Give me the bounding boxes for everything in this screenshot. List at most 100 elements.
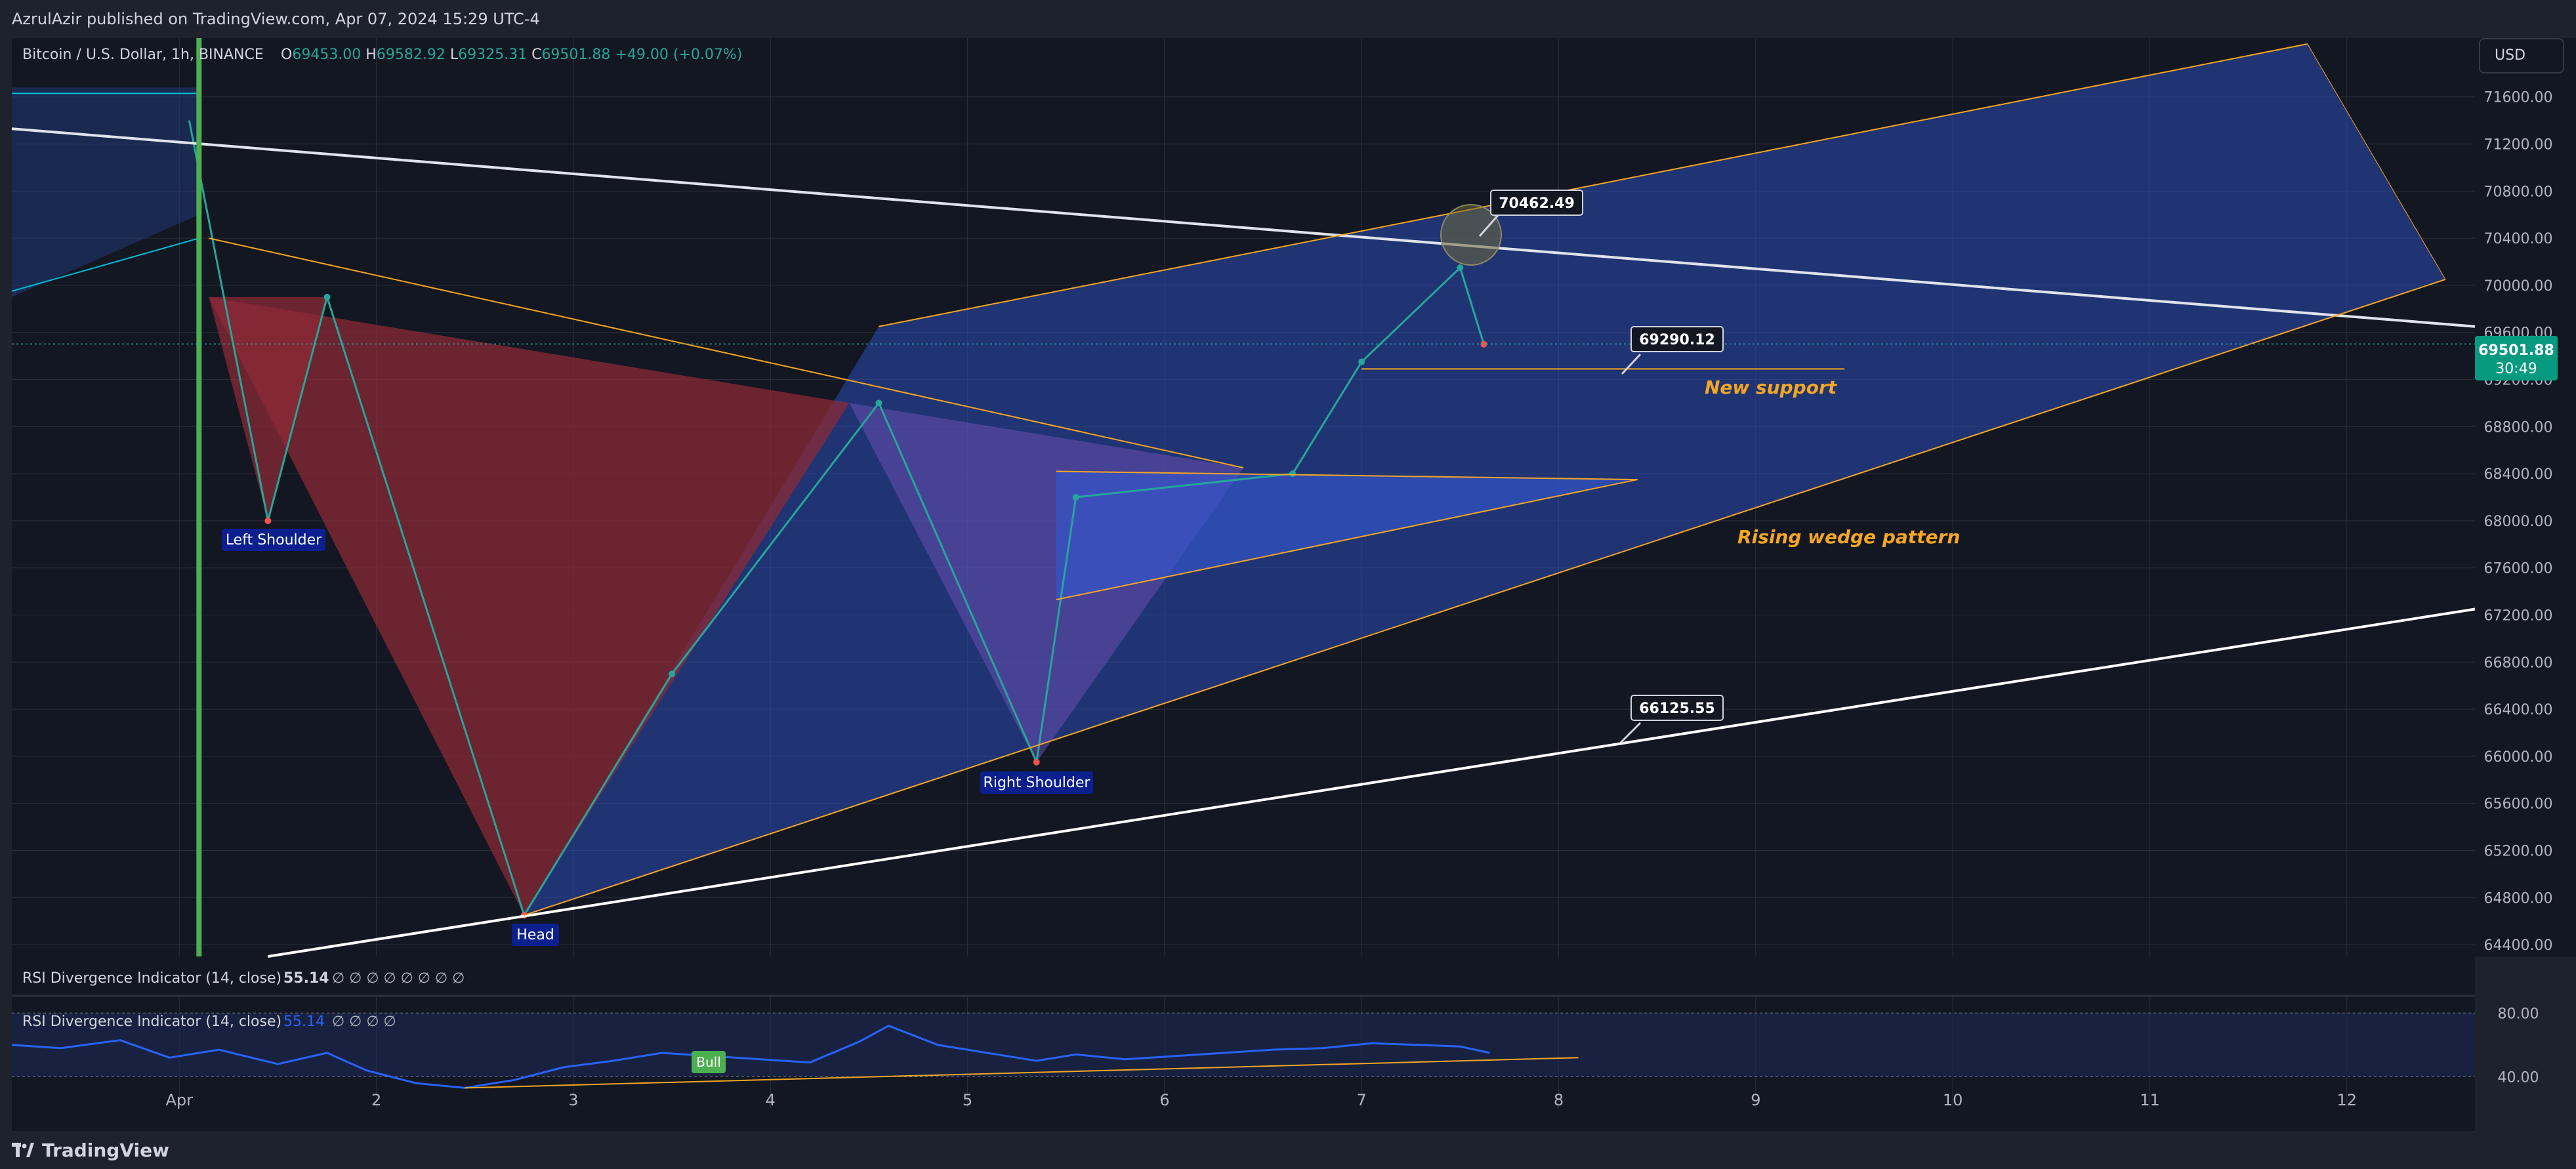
- brand-name: TradingView: [42, 1139, 169, 1161]
- y-tick-label: 70400.00: [2484, 231, 2553, 247]
- ohlc-part: 69501.88: [541, 47, 610, 63]
- y-tick-label: 64800.00: [2484, 890, 2553, 907]
- rsi-divergence-line: [465, 1057, 1579, 1089]
- y-tick-label: 64400.00: [2484, 937, 2553, 954]
- price-point: [1358, 358, 1365, 365]
- y-tick-label: 67600.00: [2484, 561, 2553, 577]
- top-left-cyan-line-2: [11, 237, 199, 292]
- new-support-label: New support: [1705, 377, 1838, 398]
- flag-upper-line: [1056, 470, 1638, 481]
- rsi-pane: [11, 995, 2475, 1089]
- x-tick-label: 11: [2140, 1091, 2160, 1109]
- flag-lower-line: [1056, 479, 1638, 601]
- time-axis[interactable]: Apr 2 3 4 5 6 7 8 9 10 11 12: [166, 1091, 2358, 1109]
- svg-text:69501.88: 69501.88: [2478, 342, 2554, 359]
- y-tick-label: 70800.00: [2484, 184, 2553, 200]
- price-point: [1480, 340, 1487, 348]
- callout-support: 69290.12: [1621, 326, 1724, 375]
- price-point: [1289, 470, 1297, 478]
- svg-text:∅ ∅ ∅ ∅ ∅ ∅ ∅ ∅: ∅ ∅ ∅ ∅ ∅ ∅ ∅ ∅: [332, 970, 465, 987]
- wedge-upper-line: [879, 43, 2308, 327]
- chart-area[interactable]: 71600.00 71200.00 70800.00 70400.00 70000.00…: [0, 38, 2576, 1131]
- published-text: AzrulAzir published on TradingView.com, …: [12, 10, 540, 28]
- ohlc-part: L: [446, 47, 459, 63]
- x-tick-label: 12: [2337, 1091, 2358, 1109]
- callout-top: 70462.49: [1440, 190, 1583, 266]
- y-tick-label: 67200.00: [2484, 607, 2553, 624]
- rising-wedge-label: Rising wedge pattern: [1737, 526, 1960, 548]
- y-tick-label: 68800.00: [2484, 419, 2553, 436]
- last-price-tag: 69501.88 30:49: [2475, 336, 2558, 380]
- trendlines-layer: [11, 38, 2476, 958]
- x-tick-label: 9: [1751, 1091, 1760, 1109]
- descending-resistance-line: [11, 127, 2476, 328]
- price-point: [1072, 494, 1079, 501]
- price-axis[interactable]: 71600.00 71200.00 70800.00 70400.00 70000.00…: [2484, 90, 2553, 1086]
- y-tick-label: 65200.00: [2484, 843, 2553, 859]
- y-tick-label: 66400.00: [2484, 702, 2553, 718]
- rsi-bull-label: Bull: [692, 1051, 726, 1073]
- flag-fill: [1056, 471, 1638, 600]
- left-shoulder-fill: [209, 297, 327, 521]
- ohlc-legend: O69453.00 H69582.92 L69325.31 C69501.88 …: [281, 47, 742, 63]
- neckline: [209, 237, 1244, 469]
- time-axis-bg: [12, 1109, 2475, 1131]
- svg-text:RSI Divergence Indicator (14,: RSI Divergence Indicator (14, close): [22, 1014, 281, 1030]
- price-line: [188, 120, 1487, 919]
- wedge-end-line: [2307, 43, 2446, 280]
- y-tick-label: 66000.00: [2484, 749, 2553, 766]
- ohlc-part: C: [527, 47, 541, 63]
- tradingview-logo-icon: [12, 1143, 34, 1157]
- rsi-legend-1: RSI Divergence Indicator (14, close) 55.…: [22, 970, 465, 987]
- wedge-lower-line: [524, 278, 2446, 916]
- x-tick-label: 2: [371, 1091, 381, 1109]
- price-axis-bg: [2475, 38, 2576, 956]
- svg-text:55.14: 55.14: [283, 1014, 325, 1030]
- head-red-fill: [209, 297, 850, 916]
- x-tick-label: 3: [568, 1091, 578, 1109]
- price-point: [264, 517, 272, 524]
- svg-text:66125.55: 66125.55: [1639, 701, 1715, 717]
- x-tick-label: Apr: [166, 1091, 194, 1109]
- callout-bottom: 66125.55: [1619, 695, 1724, 744]
- ohlc-part: O: [281, 47, 292, 63]
- svg-text:RSI Divergence Indicator (14,: RSI Divergence Indicator (14, close): [22, 970, 281, 987]
- rsi-level-label: 80.00: [2498, 1006, 2539, 1022]
- ohlc-part: +49.00 (+0.07%): [610, 47, 742, 63]
- svg-text:Head: Head: [516, 927, 554, 943]
- y-tick-label: 71200.00: [2484, 137, 2553, 154]
- x-tick-label: 5: [963, 1091, 972, 1109]
- svg-text:69290.12: 69290.12: [1639, 332, 1715, 348]
- ohlc-part: 69582.92: [377, 47, 446, 63]
- rsi-level-label: 40.00: [2498, 1069, 2539, 1086]
- svg-text:Right Shoulder: Right Shoulder: [984, 775, 1091, 791]
- y-tick-label: 68000.00: [2484, 514, 2553, 530]
- x-tick-label: 7: [1357, 1091, 1367, 1109]
- rsi-line: [11, 1025, 1490, 1089]
- svg-text:55.14: 55.14: [283, 970, 329, 987]
- ohlc-values: O69453.00 H69582.92 L69325.31 C69501.88 …: [281, 47, 742, 63]
- svg-text:70462.49: 70462.49: [1499, 195, 1575, 212]
- x-tick-label: 8: [1554, 1091, 1564, 1109]
- svg-text:Bull: Bull: [696, 1054, 721, 1070]
- y-tick-label: 65600.00: [2484, 796, 2553, 813]
- ohlc-part: 69325.31: [458, 47, 527, 63]
- x-tick-label: 10: [1943, 1091, 1963, 1109]
- price-point: [1457, 264, 1464, 271]
- rsi-label-pane-bg: [12, 956, 2475, 996]
- price-point: [323, 293, 331, 300]
- symbol-title: Bitcoin / U.S. Dollar, 1h, BINANCE: [22, 47, 264, 63]
- y-tick-label: 68400.00: [2484, 466, 2553, 483]
- publish-info-bar: AzrulAzir published on TradingView.com, …: [0, 0, 2576, 38]
- y-tick-label: 71600.00: [2484, 90, 2553, 106]
- price-point: [669, 670, 676, 678]
- currency-button[interactable]: USD: [2479, 38, 2564, 73]
- ohlc-part: 69453.00: [292, 47, 361, 63]
- price-path: [188, 120, 1485, 916]
- y-tick-label: 70000.00: [2484, 278, 2553, 295]
- head-label: Head: [512, 924, 559, 946]
- long-support-line: [268, 607, 2476, 958]
- left-shoulder-label: Left Shoulder: [222, 529, 325, 551]
- rsi-legend-2: RSI Divergence Indicator (14, close) 55.…: [22, 1014, 396, 1030]
